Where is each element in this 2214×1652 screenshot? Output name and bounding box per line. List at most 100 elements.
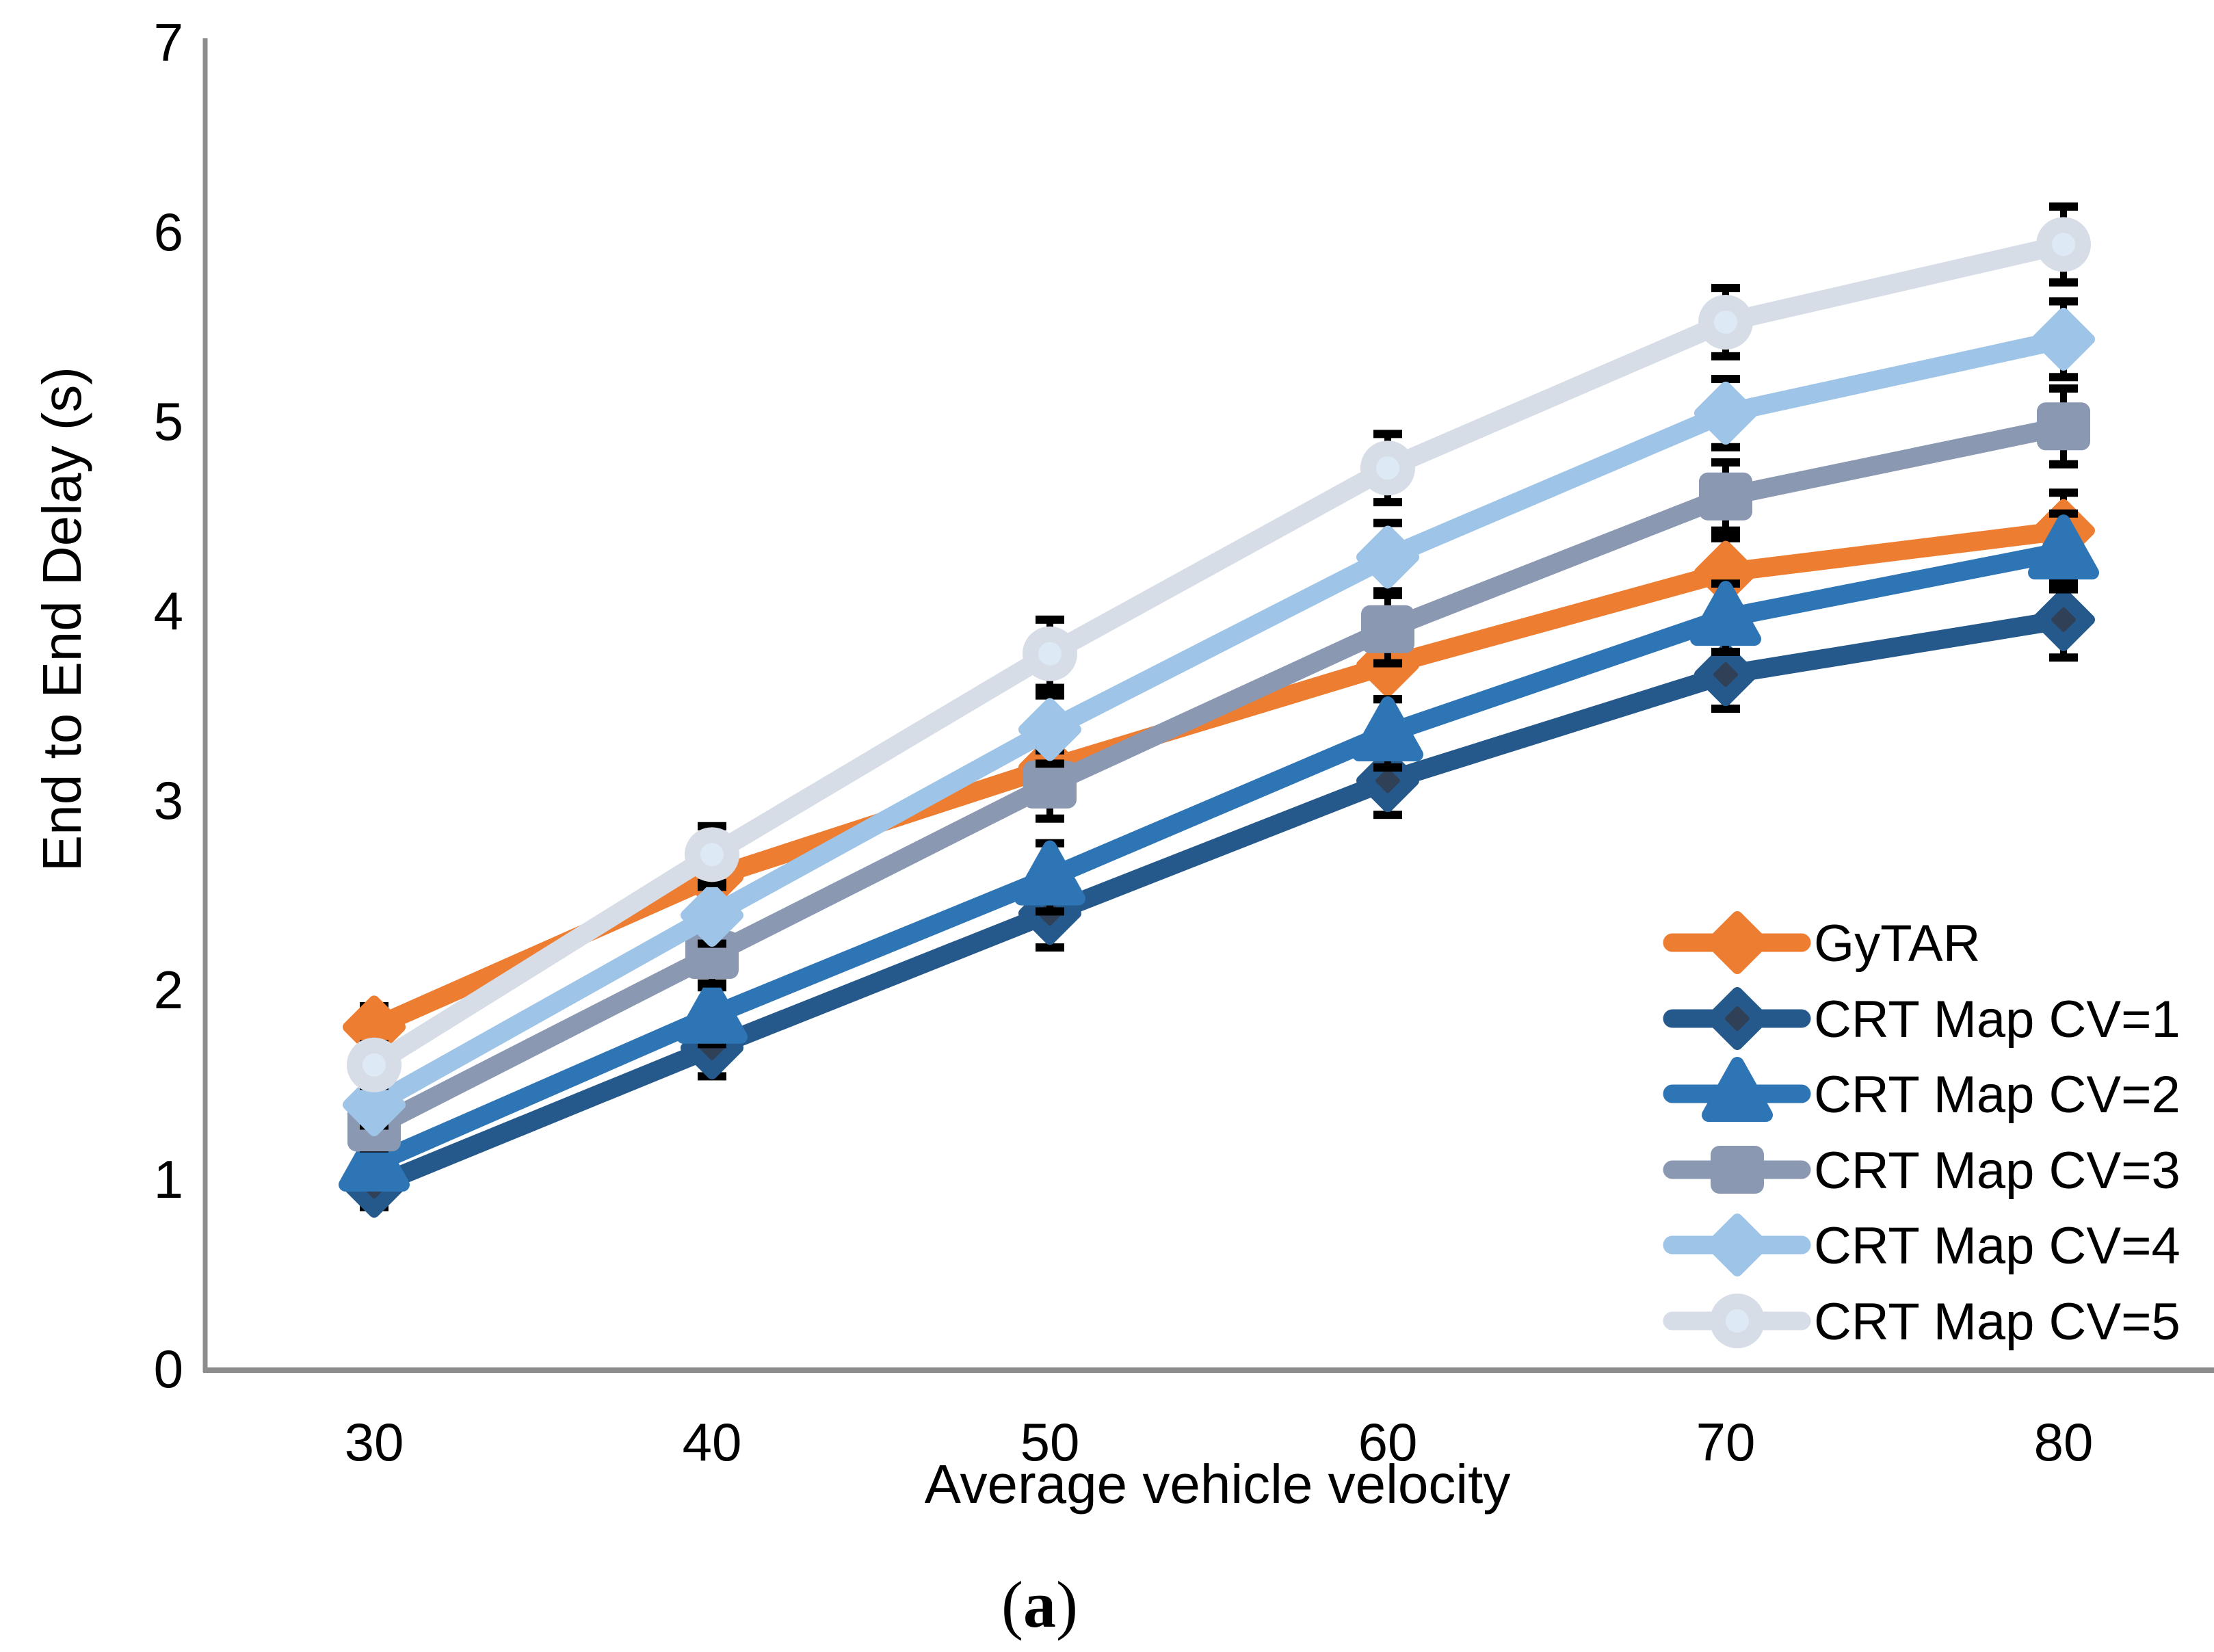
marker-inner-dot bbox=[1713, 662, 1738, 687]
legend-label: CRT Map CV=4 bbox=[1814, 1217, 2180, 1275]
data-point-marker bbox=[1018, 698, 1081, 761]
data-point-marker bbox=[676, 978, 748, 1044]
marker-inner-dot bbox=[2052, 233, 2075, 257]
error-bar-cap bbox=[1373, 519, 1402, 527]
error-bar-cap bbox=[1373, 430, 1402, 438]
error-bar-cap bbox=[1711, 647, 1740, 656]
data-point-marker bbox=[1694, 381, 1757, 445]
data-point-marker bbox=[1690, 581, 1761, 646]
marker-inner-dot bbox=[1725, 1006, 1750, 1031]
caption-open-paren: ( bbox=[1001, 1568, 1023, 1641]
error-bar-cap bbox=[1373, 763, 1402, 772]
data-point-marker bbox=[339, 1126, 410, 1192]
legend-item: CRT Map CV=1 bbox=[1663, 987, 2180, 1050]
data-point-marker bbox=[1711, 1146, 1764, 1194]
marker-inner-dot bbox=[1375, 768, 1400, 794]
legend-label: CRT Map CV=3 bbox=[1814, 1142, 2180, 1200]
error-bar-cap bbox=[698, 979, 726, 988]
error-bar-cap bbox=[2049, 202, 2078, 211]
error-bar-cap bbox=[2049, 488, 2078, 497]
error-bar-cap bbox=[2049, 509, 2078, 518]
legend-item: GyTAR bbox=[1663, 911, 1980, 974]
data-point-marker bbox=[1706, 911, 1769, 974]
y-tick-label: 0 bbox=[154, 1339, 183, 1399]
data-point-marker bbox=[343, 1073, 406, 1136]
data-point-marker bbox=[2037, 402, 2090, 451]
legend-label: CRT Map CV=1 bbox=[1814, 991, 2180, 1049]
error-bar-cap bbox=[2049, 384, 2078, 393]
x-axis-title: Average vehicle velocity bbox=[925, 1454, 1511, 1515]
series-CRT-Map-CV-3 bbox=[347, 384, 2090, 1153]
data-point-marker bbox=[1702, 1057, 1773, 1122]
error-bar-cap bbox=[1373, 498, 1402, 507]
data-point-marker bbox=[1023, 760, 1077, 809]
series-line bbox=[365, 235, 2073, 1075]
x-tick-label: 60 bbox=[1358, 1412, 1418, 1472]
error-bar-cap bbox=[1711, 375, 1740, 384]
error-bar-cap bbox=[2049, 585, 2078, 594]
x-tick-label: 70 bbox=[1696, 1412, 1756, 1472]
error-bar-cap bbox=[2049, 373, 2078, 382]
error-bar-cap bbox=[2049, 653, 2078, 662]
data-point-marker bbox=[1356, 525, 1419, 589]
error-bar-cap bbox=[1711, 443, 1740, 451]
x-tick-label: 50 bbox=[1020, 1412, 1080, 1472]
y-tick-label: 7 bbox=[154, 12, 183, 73]
series-CRT-Map-CV-4 bbox=[343, 297, 2095, 1136]
error-bar-cap bbox=[1036, 907, 1064, 916]
error-bar-cap bbox=[2049, 460, 2078, 469]
error-bar-cap bbox=[1373, 811, 1402, 820]
series-layer bbox=[339, 202, 2099, 1218]
error-bar-cap bbox=[1036, 759, 1064, 768]
marker-inner-dot bbox=[2051, 607, 2076, 632]
error-bar-cap bbox=[1373, 587, 1402, 596]
error-bar-cap bbox=[2049, 297, 2078, 306]
error-bar-cap bbox=[1711, 534, 1740, 542]
y-tick-label: 4 bbox=[154, 581, 183, 641]
marker-inner-dot bbox=[1714, 310, 1737, 334]
legend-item: CRT Map CV=2 bbox=[1663, 1057, 2180, 1124]
data-point-marker bbox=[1014, 840, 1085, 906]
legend-item: CRT Map CV=3 bbox=[1663, 1142, 2180, 1200]
legend: GyTAR CRT Map CV=1 CRT Map CV=2 CRT Map CV=… bbox=[1663, 911, 2180, 1351]
x-tick-label: 80 bbox=[2034, 1412, 2094, 1472]
figure-caption: (a) bbox=[1001, 1566, 1078, 1642]
data-point-marker bbox=[1361, 605, 1414, 653]
data-point-marker bbox=[2028, 514, 2099, 580]
error-bar-cap bbox=[1711, 705, 1740, 713]
marker-inner-dot bbox=[700, 843, 724, 867]
error-bar-cap bbox=[1711, 526, 1740, 535]
y-tick-label: 1 bbox=[154, 1149, 183, 1209]
series-line bbox=[365, 609, 2073, 1196]
data-point-marker bbox=[2032, 307, 2095, 371]
data-point-marker bbox=[1699, 472, 1752, 521]
series-CRT-Map-CV-2 bbox=[339, 509, 2099, 1192]
marker-inner-dot bbox=[1038, 642, 1062, 666]
data-point-marker bbox=[681, 883, 743, 947]
x-tick-label: 40 bbox=[683, 1412, 742, 1472]
y-tick-label: 3 bbox=[154, 770, 183, 830]
series-CRT-Map-CV-5 bbox=[347, 202, 2091, 1092]
error-bar-cap bbox=[1711, 284, 1740, 293]
series-line bbox=[365, 542, 2073, 1173]
data-point-marker bbox=[1706, 1214, 1769, 1276]
legend-item: CRT Map CV=4 bbox=[1663, 1214, 2180, 1276]
axes: 0 1 2 3 4 5 6 7 30 40 50 60 70 80 bbox=[154, 12, 2214, 1472]
legend-label: GyTAR bbox=[1814, 915, 1980, 973]
axis-labels: Average vehicle velocity End to End Dela… bbox=[31, 367, 1510, 1515]
legend-label: CRT Map CV=2 bbox=[1814, 1066, 2180, 1124]
error-bar-cap bbox=[1711, 352, 1740, 360]
error-bar-cap bbox=[1036, 615, 1064, 624]
series-line bbox=[365, 329, 2073, 1114]
error-bar-cap bbox=[1036, 814, 1064, 823]
error-bar-cap bbox=[1036, 943, 1064, 952]
legend-label: CRT Map CV=5 bbox=[1814, 1293, 2180, 1351]
y-axis-title: End to End Delay (s) bbox=[31, 367, 92, 871]
error-bar-cap bbox=[1711, 458, 1740, 467]
y-tick-label: 2 bbox=[154, 960, 183, 1020]
caption-close-paren: ) bbox=[1056, 1568, 1078, 1641]
error-bar-cap bbox=[2049, 278, 2078, 287]
data-point-marker bbox=[1352, 696, 1423, 762]
